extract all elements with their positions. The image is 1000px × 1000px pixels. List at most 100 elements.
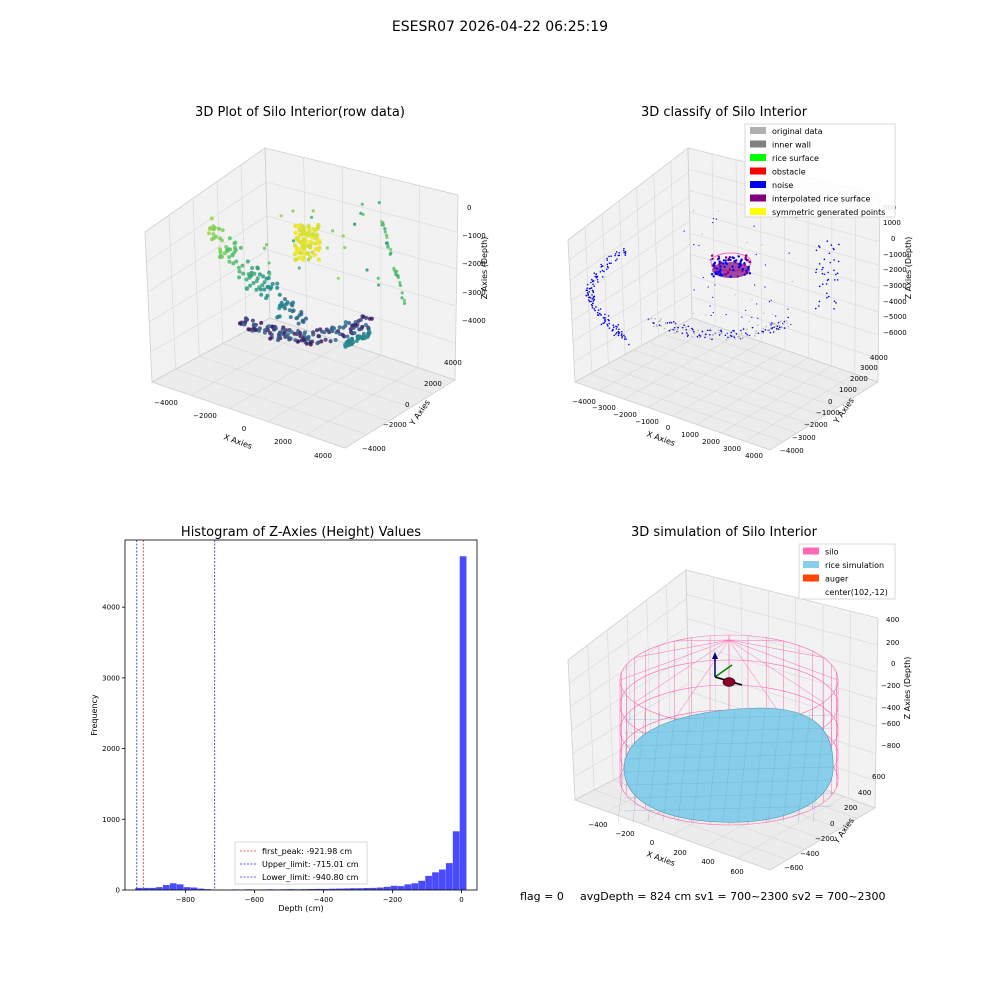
point (710, 314, 712, 317)
p1-ytick: −4000 (362, 445, 386, 453)
point (621, 333, 623, 335)
point (594, 309, 596, 312)
point (775, 328, 778, 331)
p2-ytick: 0 (828, 398, 832, 406)
histogram-bar (418, 880, 426, 890)
legend-label: inner wall (772, 141, 811, 150)
point (739, 260, 742, 263)
point (311, 209, 315, 213)
point (262, 287, 267, 292)
point (751, 326, 754, 329)
point (676, 331, 679, 333)
point (762, 330, 765, 333)
point (217, 254, 222, 259)
histogram-bar (349, 888, 357, 890)
rice-mesh-line (752, 711, 766, 823)
point (612, 326, 615, 328)
p4-xtick: 0 (650, 839, 654, 847)
point (615, 325, 617, 328)
point (383, 230, 387, 234)
point (747, 265, 750, 269)
point (237, 275, 242, 280)
point (593, 298, 595, 301)
point (310, 250, 315, 255)
p1-xtick: 2000 (274, 438, 292, 446)
point (262, 280, 267, 285)
point (734, 294, 736, 296)
rice-mesh-line (623, 714, 834, 721)
point (310, 226, 316, 232)
point (741, 337, 744, 340)
point (254, 287, 259, 292)
point (343, 320, 348, 325)
panel1-x-ticks: −4000 −2000 0 2000 4000 (154, 399, 332, 460)
point (815, 271, 817, 274)
point (275, 281, 280, 286)
point (298, 239, 303, 245)
point (214, 234, 219, 239)
point (233, 240, 238, 245)
point (596, 275, 599, 278)
point (836, 272, 839, 275)
point (323, 337, 328, 342)
point (710, 254, 714, 257)
legend-swatch-auger (803, 574, 819, 582)
point (724, 334, 727, 337)
histogram-ytick-label: 4000 (102, 604, 120, 612)
histogram-bar (335, 888, 343, 890)
legend-swatch-rice-surface (750, 154, 766, 161)
point (237, 321, 242, 326)
point (298, 330, 303, 335)
point (693, 289, 695, 291)
point (348, 327, 353, 332)
point (250, 318, 255, 323)
p2-xtick: 3000 (723, 445, 741, 453)
point (341, 234, 345, 238)
point (621, 331, 623, 333)
point (608, 262, 611, 265)
point (833, 307, 835, 310)
point (744, 257, 747, 261)
histogram-bar (411, 883, 419, 890)
point (835, 273, 837, 276)
p4-ytick: −400 (800, 850, 819, 858)
point (591, 294, 593, 296)
point (262, 330, 267, 335)
point (314, 232, 319, 237)
histogram-bar (445, 863, 453, 890)
point (697, 329, 700, 332)
point (305, 251, 311, 256)
point (365, 268, 369, 272)
panel4-title: 3D simulation of Silo Interior (631, 525, 818, 540)
histogram-xtick-label: −600 (245, 896, 264, 904)
point (687, 335, 689, 338)
point (212, 225, 217, 230)
histogram-bar (197, 888, 205, 890)
point (357, 327, 362, 332)
point (738, 335, 741, 338)
point (770, 324, 772, 326)
point (300, 230, 306, 236)
point (764, 286, 766, 288)
point (818, 305, 820, 307)
histogram-reference-lines (136, 540, 216, 890)
point (657, 320, 660, 323)
p2-zlabel: Z Axies (Depth) (904, 237, 913, 300)
rice-mesh-line (623, 766, 834, 773)
grid-line (222, 343, 412, 408)
point (218, 250, 223, 255)
histogram-xtick-label: 0 (459, 896, 463, 904)
point (826, 240, 829, 243)
point (684, 326, 687, 328)
point (224, 244, 229, 249)
point (343, 342, 348, 347)
point (783, 320, 786, 323)
point (600, 266, 603, 268)
point (693, 333, 696, 335)
point (743, 263, 746, 266)
point (275, 285, 280, 290)
point (685, 329, 688, 331)
point (394, 269, 399, 273)
point (737, 266, 741, 269)
histogram-bar (432, 872, 439, 890)
